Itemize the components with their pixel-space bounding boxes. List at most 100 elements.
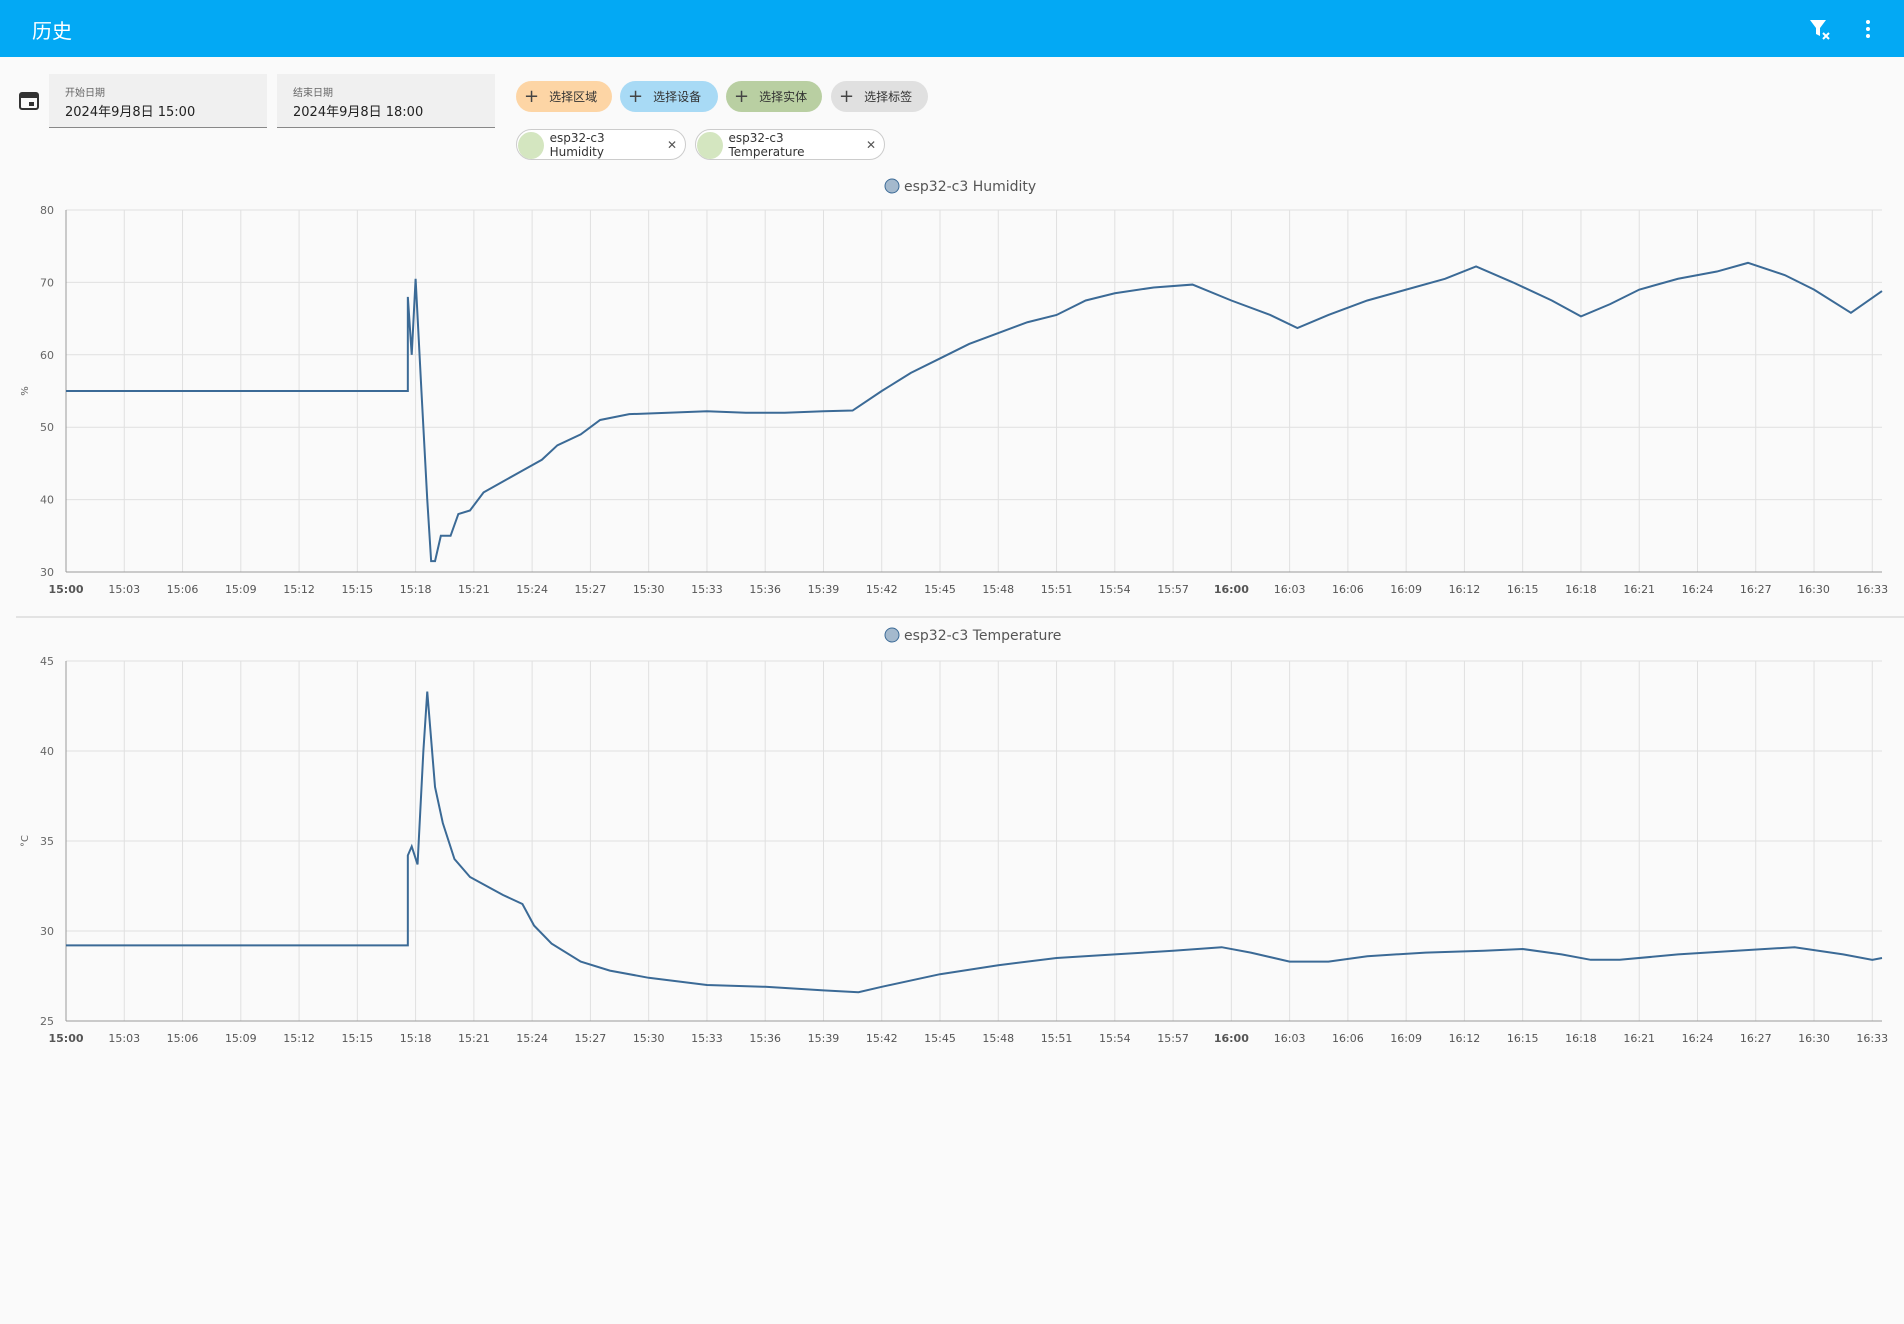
clear-filter-button[interactable]	[1808, 17, 1832, 41]
field-label: 结束日期	[293, 88, 333, 99]
x-tick-label: 16:33	[1856, 1032, 1888, 1045]
y-tick-label: 50	[40, 421, 54, 434]
device-picker-chip[interactable]: + 选择设备	[620, 81, 718, 112]
x-tick-label: 15:36	[749, 583, 781, 596]
x-tick-label: 15:36	[749, 1032, 781, 1045]
entity-chip[interactable]: esp32-c3 Humidity ✕	[516, 129, 686, 160]
x-tick-label: 16:00	[1214, 1032, 1249, 1045]
x-tick-label: 16:06	[1332, 583, 1364, 596]
x-tick-label: 16:18	[1565, 583, 1597, 596]
x-tick-label: 15:18	[400, 1032, 432, 1045]
x-tick-label: 16:27	[1740, 1032, 1772, 1045]
x-tick-label: 16:12	[1449, 583, 1481, 596]
page-title: 历史	[32, 19, 72, 43]
x-tick-label: 15:30	[633, 583, 665, 596]
x-tick-label: 15:21	[458, 583, 490, 596]
x-tick-label: 15:15	[341, 583, 373, 596]
entity-chip[interactable]: esp32-c3 Temperature ✕	[695, 129, 885, 160]
x-tick-label: 15:12	[283, 1032, 315, 1045]
data-line	[66, 691, 1883, 994]
y-tick-label: 40	[40, 494, 54, 507]
x-tick-label: 15:03	[108, 583, 140, 596]
x-tick-label: 15:48	[982, 1032, 1014, 1045]
x-tick-label: 15:39	[808, 1032, 840, 1045]
chip-label: 选择标签	[864, 90, 913, 104]
x-tick-label: 16:00	[1214, 583, 1249, 596]
y-tick-label: 40	[40, 745, 54, 758]
chip-label: 选择区域	[549, 90, 598, 104]
legend-label: esp32-c3 Humidity	[904, 179, 1036, 195]
calendar-icon[interactable]	[18, 89, 40, 111]
legend-marker	[884, 627, 900, 643]
x-tick-label: 15:54	[1099, 1032, 1131, 1045]
y-tick-label: 45	[40, 655, 54, 668]
x-tick-label: 15:51	[1041, 1032, 1073, 1045]
start-date-field[interactable]: 开始日期 2024年9月8日 15:00	[49, 74, 267, 128]
x-tick-label: 16:06	[1332, 1032, 1364, 1045]
x-tick-label: 15:06	[167, 1032, 199, 1045]
x-tick-label: 15:03	[108, 1032, 140, 1045]
x-tick-label: 16:03	[1274, 1032, 1306, 1045]
x-tick-label: 15:24	[516, 583, 548, 596]
y-tick-label: 25	[40, 1015, 54, 1028]
x-tick-label: 16:33	[1856, 583, 1888, 596]
x-tick-label: 15:57	[1157, 583, 1189, 596]
y-tick-label: 30	[40, 566, 54, 579]
x-tick-label: 15:24	[516, 1032, 548, 1045]
x-tick-label: 16:18	[1565, 1032, 1597, 1045]
area-picker-chip[interactable]: + 选择区域	[516, 81, 612, 112]
x-tick-label: 16:09	[1390, 583, 1422, 596]
x-tick-label: 15:00	[48, 583, 83, 596]
x-tick-label: 16:30	[1798, 1032, 1830, 1045]
x-tick-label: 16:15	[1507, 583, 1539, 596]
x-tick-label: 15:51	[1041, 583, 1073, 596]
x-tick-label: 15:42	[866, 1032, 898, 1045]
more-menu-button[interactable]	[1860, 17, 1876, 41]
x-tick-label: 15:09	[225, 1032, 257, 1045]
x-tick-label: 15:09	[225, 583, 257, 596]
x-tick-label: 15:12	[283, 583, 315, 596]
x-tick-label: 15:21	[458, 1032, 490, 1045]
app-bar: 历史	[0, 0, 1904, 57]
y-tick-label: 70	[40, 276, 54, 289]
field-value: 2024年9月8日 15:00	[65, 105, 196, 120]
x-tick-label: 16:21	[1623, 583, 1655, 596]
chip-label: esp32-c3 Humidity	[549, 130, 605, 159]
x-tick-label: 15:30	[633, 1032, 665, 1045]
x-tick-label: 15:18	[400, 583, 432, 596]
x-tick-label: 16:30	[1798, 583, 1830, 596]
x-tick-label: 15:15	[341, 1032, 373, 1045]
x-tick-label: 16:15	[1507, 1032, 1539, 1045]
x-tick-label: 16:24	[1682, 1032, 1714, 1045]
x-tick-label: 15:39	[808, 583, 840, 596]
y-tick-label: 80	[40, 204, 54, 217]
x-tick-label: 15:33	[691, 583, 723, 596]
x-tick-label: 15:57	[1157, 1032, 1189, 1045]
y-axis-label: %	[20, 386, 31, 396]
x-tick-label: 16:27	[1740, 583, 1772, 596]
x-tick-label: 15:33	[691, 1032, 723, 1045]
x-tick-label: 16:21	[1623, 1032, 1655, 1045]
data-line	[66, 261, 1883, 563]
x-tick-label: 15:45	[924, 1032, 956, 1045]
x-tick-label: 15:48	[982, 583, 1014, 596]
label-picker-chip[interactable]: + 选择标签	[831, 81, 928, 112]
y-tick-label: 35	[40, 835, 54, 848]
end-date-field[interactable]: 结束日期 2024年9月8日 18:00	[277, 74, 495, 128]
legend-label: esp32-c3 Temperature	[904, 628, 1061, 644]
remove-button[interactable]: ✕	[865, 137, 876, 152]
x-tick-label: 15:54	[1099, 583, 1131, 596]
x-tick-label: 15:27	[575, 583, 607, 596]
legend-marker	[884, 178, 900, 194]
chip-label: 选择设备	[653, 90, 702, 104]
chip-label: 选择实体	[759, 90, 808, 104]
x-tick-label: 15:00	[48, 1032, 83, 1045]
x-tick-label: 16:24	[1682, 583, 1714, 596]
remove-button[interactable]: ✕	[666, 137, 677, 152]
x-tick-label: 15:42	[866, 583, 898, 596]
charts: 30 40 50 60 70 80 15:00 15:03 15:06 15:09 15:12 15:…	[16, 178, 1904, 1045]
x-tick-label: 16:12	[1449, 1032, 1481, 1045]
x-tick-label: 15:06	[167, 583, 199, 596]
entity-picker-chip[interactable]: + 选择实体	[726, 81, 822, 112]
